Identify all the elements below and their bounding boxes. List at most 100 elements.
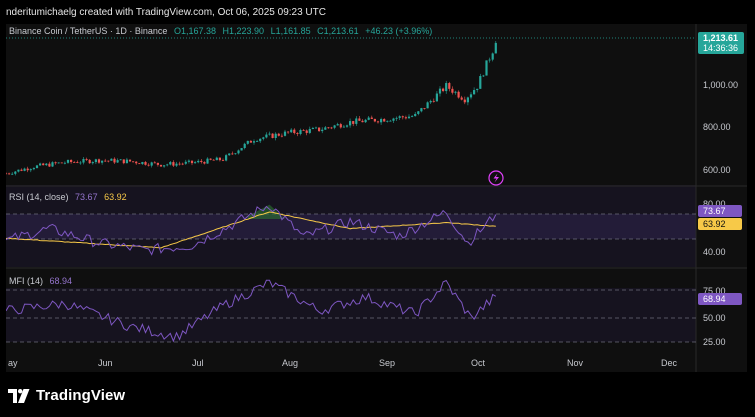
- candle-body: [228, 153, 231, 156]
- candle-body: [469, 94, 473, 98]
- candle-body: [268, 133, 271, 135]
- time-label-oct: Oct: [471, 358, 486, 368]
- candle-body: [150, 162, 153, 166]
- candle-body: [26, 168, 29, 171]
- candle-body: [29, 169, 32, 171]
- time-label-jul: Jul: [192, 358, 204, 368]
- candle-body: [290, 129, 293, 133]
- candle-body: [293, 129, 296, 134]
- lightning-icon[interactable]: [488, 170, 504, 186]
- candle-body: [113, 158, 116, 163]
- candle-body: [82, 158, 85, 163]
- mfi-tick-50: 50.00: [703, 313, 726, 323]
- ohlc-open-label: O: [174, 26, 181, 36]
- candle-body: [35, 165, 39, 169]
- candle-body: [386, 120, 389, 122]
- candle-body: [163, 165, 166, 167]
- symbol-legend[interactable]: Binance Coin / TetherUS · 1D · Binance O…: [9, 26, 432, 36]
- candle-body: [45, 163, 48, 166]
- candle-body: [435, 93, 438, 102]
- candle-body: [277, 133, 280, 136]
- candle-body: [159, 164, 163, 167]
- candle-body: [11, 173, 14, 175]
- ohlc-open-value: 1,167.38: [181, 26, 216, 36]
- mfi-legend-value: 68.94: [50, 276, 73, 286]
- candle-body: [454, 91, 457, 93]
- candle-body: [494, 42, 497, 54]
- candle-body: [209, 158, 212, 160]
- candle-body: [243, 143, 246, 149]
- ohlc-low-value: 1,161.85: [276, 26, 311, 36]
- rsi-tick-40: 40.00: [703, 247, 726, 257]
- last-price-badge: [698, 32, 744, 54]
- candle-body: [79, 162, 82, 164]
- tradingview-brand[interactable]: TradingView: [8, 387, 125, 404]
- candle-body: [166, 164, 169, 166]
- candle-body: [274, 133, 277, 138]
- candle-body: [355, 118, 358, 124]
- candle-body: [147, 164, 150, 166]
- candle-body: [373, 118, 376, 122]
- candle-body: [271, 133, 274, 138]
- time-label-may: ay: [8, 358, 18, 368]
- price-candles: [6, 41, 497, 176]
- candle-body: [429, 100, 432, 103]
- candle-body: [380, 119, 383, 123]
- candle-body: [414, 113, 417, 117]
- rsi-badge-value: 73.67: [703, 206, 726, 216]
- time-label-sep: Sep: [379, 358, 395, 368]
- candle-body: [318, 127, 321, 132]
- candle-body: [187, 160, 190, 162]
- ohlc-high-value: 1,223.90: [229, 26, 264, 36]
- candle-body: [445, 83, 448, 92]
- candle-body: [256, 141, 259, 142]
- candle-body: [411, 116, 414, 117]
- candle-body: [395, 117, 398, 119]
- candle-body: [333, 125, 336, 128]
- symbol-title: Binance Coin / TetherUS · 1D · Binance: [9, 26, 167, 36]
- candle-body: [200, 160, 203, 163]
- candle-body: [460, 97, 463, 100]
- candle-body: [491, 53, 494, 60]
- tradingview-wordmark: TradingView: [36, 387, 126, 404]
- rsi-legend[interactable]: RSI (14, close) 73.67 63.92: [9, 192, 127, 202]
- candle-body: [299, 130, 302, 134]
- ohlc-close-label: C: [317, 26, 324, 36]
- candle-body: [358, 118, 361, 121]
- candle-body: [73, 162, 76, 163]
- candle-body: [48, 163, 51, 167]
- candle-body: [448, 83, 451, 89]
- candle-body: [420, 108, 423, 112]
- candle-body: [404, 117, 407, 119]
- candle-body: [184, 161, 187, 164]
- ohlc-low-label: L: [271, 26, 276, 36]
- candle-body: [32, 168, 35, 170]
- candle-body: [153, 162, 156, 164]
- candle-body: [473, 90, 476, 95]
- ohlc-high-label: H: [223, 26, 230, 36]
- candle-body: [246, 140, 249, 144]
- chart-canvas[interactable]: Binance Coin / TetherUS · 1D · Binance O…: [6, 24, 747, 372]
- last-price-value: 1,213.61: [703, 33, 738, 43]
- candle-body: [110, 158, 113, 161]
- candle-body: [125, 159, 128, 164]
- candle-body: [101, 160, 104, 163]
- time-label-nov: Nov: [567, 358, 584, 368]
- candle-body: [8, 173, 11, 175]
- rsi-ma-value-badge: [698, 218, 742, 230]
- candle-body: [466, 97, 469, 103]
- candle-body: [283, 131, 287, 136]
- candle-body: [330, 127, 333, 129]
- candle-body: [259, 138, 262, 142]
- candle-body: [172, 162, 175, 166]
- candle-body: [336, 124, 339, 126]
- candle-body: [42, 163, 45, 166]
- candle-body: [398, 116, 401, 118]
- candle-body: [432, 100, 435, 102]
- mfi-pane-background: [6, 288, 696, 342]
- candle-body: [190, 160, 194, 164]
- mfi-legend[interactable]: MFI (14) 68.94: [9, 276, 72, 286]
- time-label-aug: Aug: [282, 358, 298, 368]
- rsi-legend-value: 73.67: [75, 192, 98, 202]
